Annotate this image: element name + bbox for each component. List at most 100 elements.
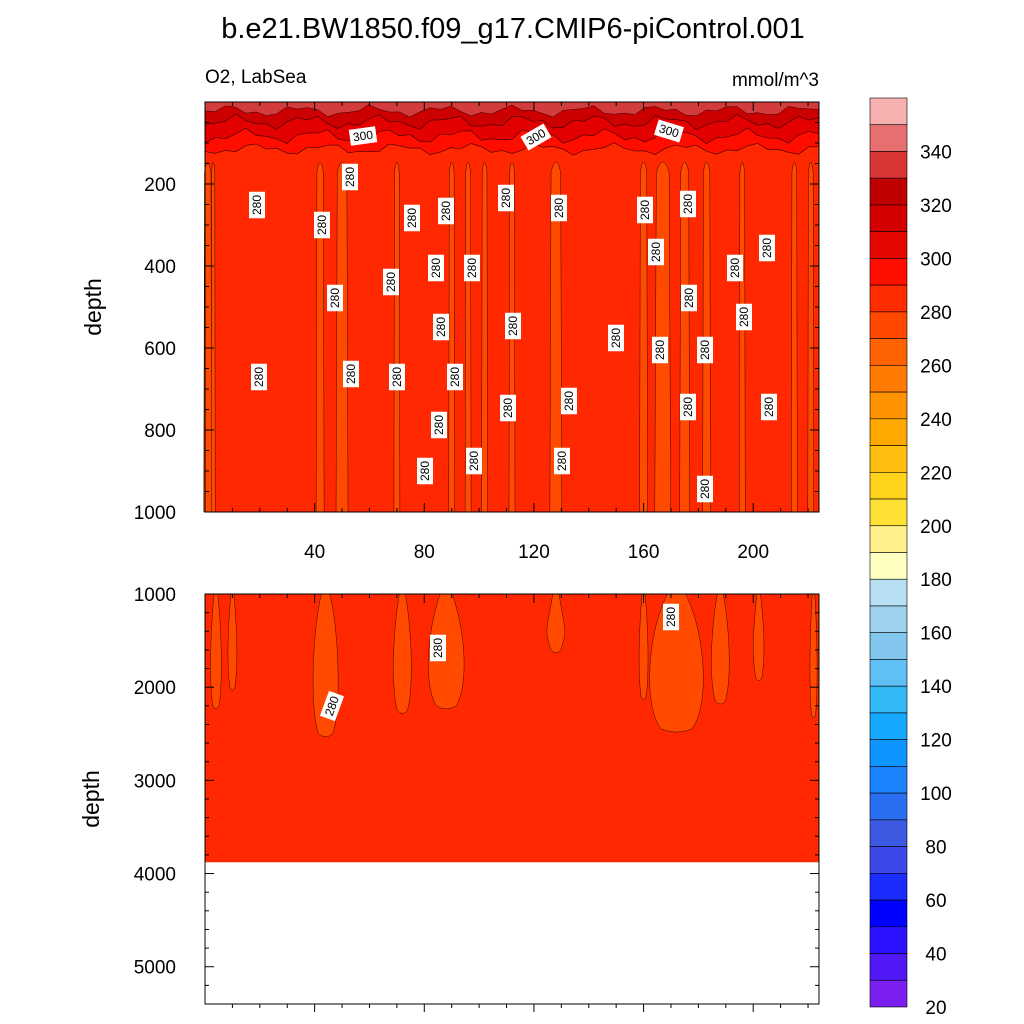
colorbar-label: 60 <box>925 891 946 912</box>
y-tick-label: 600 <box>144 339 176 360</box>
svg-text:280: 280 <box>698 479 712 499</box>
colorbar-swatch <box>869 445 908 473</box>
upper-plume <box>738 161 746 513</box>
contour-label-280: 280 <box>430 634 446 662</box>
y-tick-label: 3000 <box>134 771 176 792</box>
lower-plume <box>638 593 649 700</box>
svg-text:280: 280 <box>343 167 357 187</box>
svg-text:280: 280 <box>432 415 446 435</box>
colorbar-swatch <box>869 899 908 928</box>
contour-label-280: 280 <box>648 238 664 266</box>
colorbar-swatch <box>869 391 908 420</box>
contour-label-280: 280 <box>736 303 752 331</box>
contour-label-280: 280 <box>431 411 447 439</box>
upper-plume <box>679 161 690 513</box>
lower-field <box>205 593 819 1004</box>
upper-plume <box>335 161 349 513</box>
svg-text:280: 280 <box>638 200 652 220</box>
svg-text:280: 280 <box>431 638 445 658</box>
svg-text:300: 300 <box>657 121 681 140</box>
upper-plume <box>549 161 563 513</box>
x-tick-label: 40 <box>304 542 325 563</box>
lower-axes: 1000 2000 3000 4000 5000 <box>134 585 819 1012</box>
colorbar-label: 340 <box>920 142 952 163</box>
lower-contour-labels: 280 280 280 <box>319 603 679 722</box>
contour-label-300: 300 <box>348 126 378 146</box>
svg-text:280: 280 <box>252 367 266 387</box>
svg-text:280: 280 <box>448 367 462 387</box>
svg-text:280: 280 <box>609 328 623 348</box>
contour-label-280: 280 <box>417 457 433 485</box>
contour-label-280: 280 <box>663 603 679 631</box>
svg-text:280: 280 <box>555 451 569 471</box>
svg-text:280: 280 <box>250 195 264 215</box>
upper-plume <box>464 161 472 513</box>
y-tick-label: 400 <box>144 257 176 278</box>
svg-text:280: 280 <box>737 307 751 327</box>
x-tick-label: 200 <box>737 542 769 563</box>
upper-y-axis-label: depth <box>80 278 106 336</box>
lower-missing-region <box>205 862 819 1004</box>
colorbar-swatch <box>869 766 908 794</box>
contour-label-280: 280 <box>342 163 358 191</box>
colorbar-swatch <box>869 124 908 152</box>
colorbar-label: 200 <box>920 517 952 538</box>
y-tick-label: 200 <box>144 175 176 196</box>
contour-label-280: 280 <box>761 393 777 421</box>
colorbar-swatch <box>869 231 908 259</box>
contour-label-300: 300 <box>653 119 685 143</box>
contour-label-280: 280 <box>249 191 265 219</box>
upper-plume <box>639 161 648 513</box>
contour-label-280: 280 <box>697 336 713 364</box>
svg-text:280: 280 <box>467 451 481 471</box>
contour-label-280: 280 <box>314 211 330 239</box>
y-tick-label: 4000 <box>134 865 176 886</box>
contour-label-280: 280 <box>652 336 668 364</box>
colorbar-label: 220 <box>920 463 952 484</box>
upper-plume <box>393 161 401 513</box>
colorbar-swatch <box>869 284 908 313</box>
upper-panel: 300 300 300 280 280 280 280 280 280 280 280 280 280 2… <box>80 101 820 563</box>
colorbar-label: 120 <box>920 731 952 752</box>
svg-text:280: 280 <box>682 288 696 308</box>
svg-text:280: 280 <box>315 215 329 235</box>
contour-label-280: 280 <box>327 284 343 312</box>
left-subtitle: O2, LabSea <box>205 67 307 88</box>
colorbar-swatch <box>869 418 908 446</box>
lower-plume <box>227 593 238 691</box>
contour-label-280: 280 <box>319 690 345 722</box>
colorbar-swatch <box>869 926 908 954</box>
x-tick-label: 80 <box>414 542 435 563</box>
svg-text:300: 300 <box>352 128 374 145</box>
upper-plume <box>448 161 455 513</box>
colorbar-swatch <box>869 471 908 500</box>
lower-plume <box>210 593 222 710</box>
colorbar-swatch <box>869 819 908 847</box>
upper-plume <box>315 161 325 513</box>
colorbar-label: 80 <box>925 838 946 859</box>
contour-label-280: 280 <box>681 284 697 312</box>
contour-label-280: 280 <box>561 387 577 415</box>
lower-plume <box>711 593 730 705</box>
chart-title: b.e21.BW1850.f09_g17.CMIP6-piControl.001 <box>221 13 805 45</box>
svg-text:280: 280 <box>681 194 695 214</box>
colorbar-label: 240 <box>920 410 952 431</box>
y-tick-label: 800 <box>144 421 176 442</box>
colorbar-swatch <box>869 311 908 339</box>
lower-plume <box>393 593 412 714</box>
svg-text:280: 280 <box>322 694 342 718</box>
colorbar-swatch <box>869 979 908 1008</box>
colorbar-swatch <box>869 498 908 527</box>
colorbar-swatch <box>869 365 908 393</box>
units-subtitle: mmol/m^3 <box>732 70 819 91</box>
colorbar-label: 180 <box>920 570 952 591</box>
contour-label-280: 280 <box>428 254 444 282</box>
colorbar-label: 300 <box>920 249 952 270</box>
svg-text:280: 280 <box>328 288 342 308</box>
contour-label-300: 300 <box>520 123 552 151</box>
colorbar-swatch <box>869 712 908 740</box>
svg-text:280: 280 <box>405 208 419 228</box>
contour-label-280: 280 <box>251 363 267 391</box>
colorbar-label: 20 <box>925 998 946 1019</box>
